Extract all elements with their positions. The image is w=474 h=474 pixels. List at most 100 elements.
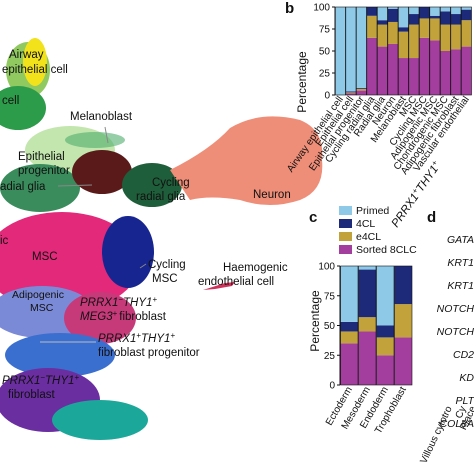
label-prrx1-thy1-fibroblast: PRRX1−THY1+	[80, 295, 157, 309]
bar-segment	[345, 7, 356, 92]
panel-c-ylabel: Percentage	[308, 290, 322, 352]
panel-c-bars	[340, 265, 413, 386]
bar-segment	[398, 27, 409, 32]
label-msc: MSC	[32, 251, 58, 263]
panel-b-bars	[334, 6, 472, 96]
bar-segment	[377, 7, 388, 21]
bar-segment	[358, 317, 376, 332]
legend-swatch	[339, 232, 352, 241]
umap-plot	[0, 38, 323, 440]
bar-segment	[440, 7, 451, 12]
bar-segment	[398, 31, 409, 59]
bar-segment	[345, 93, 356, 95]
bar-segment	[394, 304, 412, 338]
bar-outline	[340, 265, 359, 386]
legend-label: Primed	[356, 205, 389, 217]
bar-segment	[394, 337, 412, 385]
bar-outline	[460, 6, 472, 96]
bar-segment	[387, 21, 398, 44]
bar-segment	[387, 7, 398, 9]
bar-segment	[461, 20, 472, 47]
gene-label: COL8A	[440, 418, 474, 430]
bar-segment	[440, 11, 451, 25]
label-airway-2: epithelial cell	[2, 64, 68, 76]
bar-segment	[340, 321, 358, 332]
panel-d-gene-list: GATA KRT1 KRT1 NOTCH NOTCH CD2 KD PLT COL8A	[437, 234, 474, 430]
bar-segment	[376, 355, 394, 385]
bar-segment	[429, 40, 440, 95]
bar-segment	[408, 24, 419, 59]
umap-cluster-radial-glia	[0, 164, 80, 212]
bar-segment	[356, 90, 367, 95]
gene-label: KRT1	[447, 257, 474, 269]
bar-segment	[429, 15, 440, 19]
y-tick-label: 100	[313, 3, 330, 14]
gene-label: PLT	[456, 395, 474, 407]
y-tick-label: 75	[324, 291, 336, 302]
bar-segment	[377, 46, 388, 95]
y-tick-label: 50	[324, 321, 336, 332]
panel-d-x-label: Villous cytotro	[419, 404, 455, 465]
legend-label: Sorted 8CLC	[356, 244, 417, 256]
label-lower-fibroblast: fibroblast	[8, 389, 55, 401]
leader-line-melanoblast	[104, 126, 109, 144]
y-tick-label: 0	[324, 91, 330, 102]
bar-segment	[345, 92, 356, 94]
panel-d-x-label: Cy	[454, 405, 469, 421]
label-endothelial-cell: endothelial cell	[198, 276, 274, 288]
bar-segment	[387, 43, 398, 95]
umap-cluster-haemogenic	[203, 282, 235, 290]
bar-segment	[408, 58, 419, 95]
bar-segment	[461, 7, 472, 10]
umap-cluster-neuron	[170, 116, 323, 205]
label-epithelial: Epithelial	[18, 151, 65, 163]
umap-cluster-cell	[0, 86, 46, 130]
bar-segment	[419, 7, 430, 19]
y-tick-label: 0	[329, 381, 335, 392]
bar-segment	[377, 24, 388, 47]
label-cell: cell	[2, 95, 19, 107]
label-radial-glia: adial glia	[0, 181, 46, 193]
umap-cluster-teal	[52, 400, 148, 440]
bar-segment	[394, 266, 412, 305]
bar-segment	[450, 14, 461, 25]
leader-line-radial-glia	[57, 184, 93, 187]
label-prrx1-thy1-progenitor: PRRX1+THY1+	[98, 331, 175, 345]
bar-segment	[377, 20, 388, 25]
bar-segment	[366, 15, 377, 38]
bar-segment	[440, 24, 451, 51]
legend-label: 4CL	[356, 218, 375, 230]
y-tick-label: 100	[318, 262, 335, 273]
gene-label: KD	[459, 372, 474, 384]
bar-segment	[450, 24, 461, 50]
bar-outline	[358, 265, 377, 386]
bar-segment	[429, 7, 440, 16]
bar-segment	[408, 7, 419, 15]
gene-label: KRT1	[447, 280, 474, 292]
label-progenitor: progenitor	[18, 165, 70, 177]
bar-segment	[450, 49, 461, 95]
label-adipogenic-msc: MSC	[30, 302, 54, 314]
bar-segment	[366, 7, 377, 16]
bar-segment	[356, 87, 367, 89]
label-adipogenic: Adipogenic	[12, 289, 64, 301]
bar-segment	[335, 7, 346, 95]
bar-segment	[340, 331, 358, 344]
bar-segment	[340, 343, 358, 385]
bar-segment	[429, 18, 440, 41]
bar-segment	[419, 37, 430, 95]
bar-segment	[398, 58, 409, 95]
label-lower-prrx1-thy1: PRRX1−THY1+	[2, 373, 79, 387]
y-tick-label: 25	[319, 69, 331, 80]
bar-segment	[387, 8, 398, 22]
bar-segment	[358, 331, 376, 385]
label-cycling-msc-2: MSC	[152, 273, 178, 285]
label-ic: ic	[0, 235, 9, 247]
bar-outline	[394, 265, 413, 386]
panel-b-axis: 0 25 50 75 100	[313, 3, 336, 102]
